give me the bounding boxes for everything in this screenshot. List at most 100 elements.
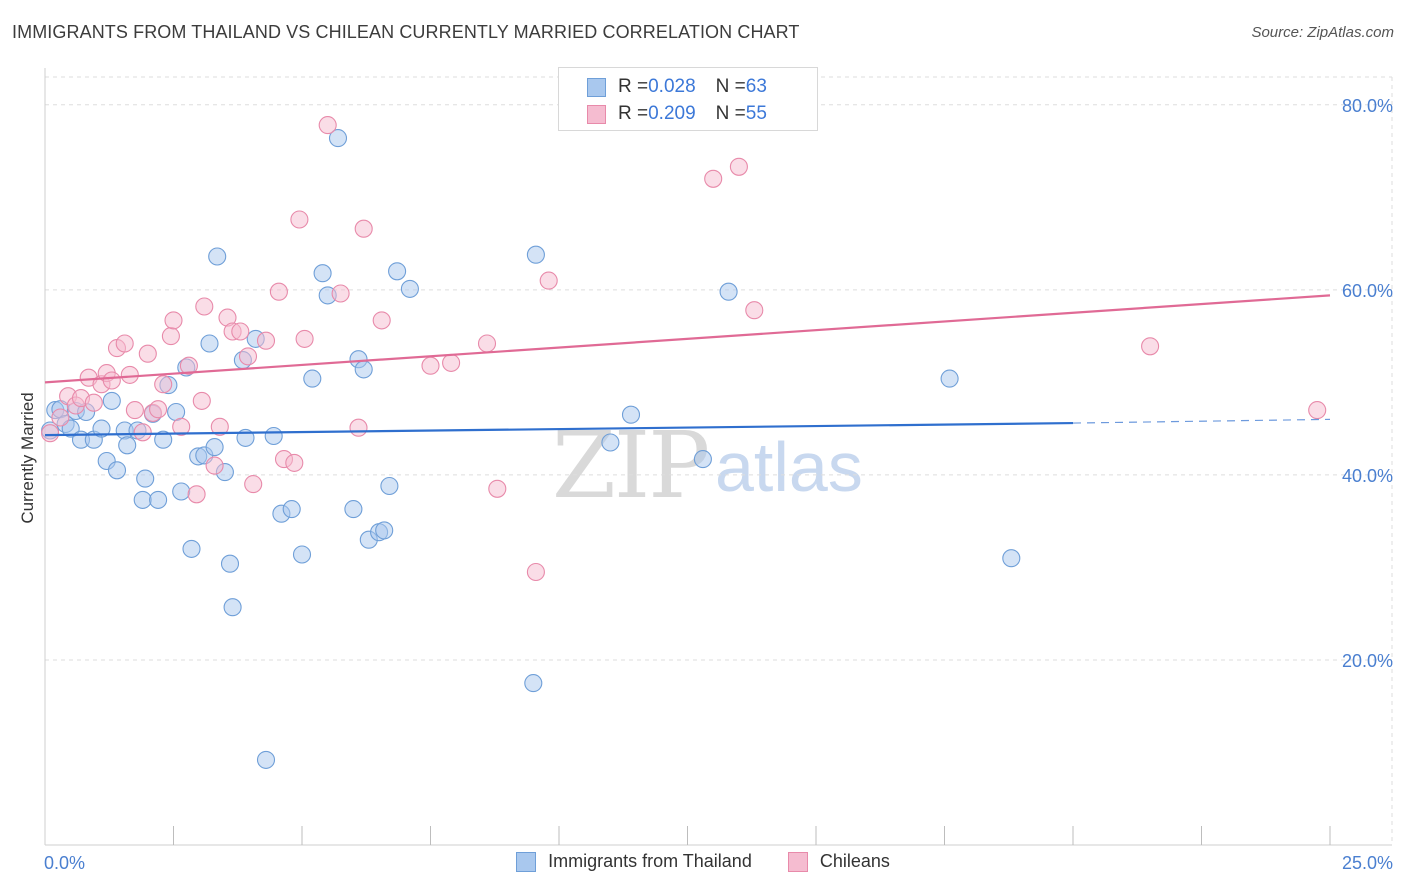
point-chileans	[172, 417, 191, 436]
point-chileans	[354, 219, 373, 238]
point-thailand	[223, 598, 242, 617]
point-chileans	[285, 453, 304, 472]
trend-line-thailand-extrapolated	[1072, 418, 1331, 424]
point-thailand	[220, 554, 240, 573]
point-chileans	[331, 284, 350, 303]
point-chileans	[1141, 337, 1160, 356]
source-credit: Source: ZipAtlas.com	[1251, 24, 1394, 41]
point-thailand	[400, 279, 419, 298]
point-thailand	[256, 750, 276, 769]
point-thailand	[380, 476, 399, 496]
point-thailand	[102, 391, 121, 410]
point-chileans	[1308, 401, 1327, 420]
point-chileans	[526, 562, 545, 582]
legend-row-thailand: R = 0.028 N = 63	[587, 75, 767, 99]
grid-lines	[45, 76, 1393, 845]
point-chileans	[372, 311, 391, 330]
point-thailand	[328, 129, 348, 148]
point-chileans	[133, 423, 152, 442]
point-thailand	[172, 482, 191, 501]
swatch-thailand	[587, 77, 606, 97]
trend-lines	[44, 294, 1331, 437]
point-chileans	[205, 456, 224, 475]
point-thailand	[118, 436, 137, 455]
point-chileans	[704, 169, 723, 188]
tick-labels: 20.0% 40.0% 60.0% 80.0% 0.0% 25.0%	[44, 96, 1393, 873]
point-chileans	[115, 334, 134, 353]
point-chileans	[269, 282, 288, 301]
axes	[44, 68, 1392, 846]
point-chileans	[195, 297, 214, 316]
point-thailand	[208, 247, 227, 266]
y-axis-label: Currently Married	[18, 392, 37, 523]
point-thailand	[154, 430, 173, 449]
n-label: N =	[715, 76, 746, 97]
legend-label-thailand: Immigrants from Thailand	[548, 851, 752, 871]
point-chileans	[120, 365, 139, 384]
point-chileans	[149, 400, 168, 419]
point-chileans	[154, 375, 173, 394]
point-chileans	[421, 356, 440, 375]
legend-item-chileans[interactable]: Chileans	[787, 851, 890, 872]
series-thailand-points	[41, 129, 1021, 769]
point-chileans	[442, 353, 461, 372]
n-value: 63	[745, 76, 767, 97]
point-chileans	[295, 329, 314, 348]
point-thailand	[264, 426, 283, 446]
point-thailand	[354, 360, 373, 379]
point-thailand	[133, 490, 152, 509]
point-thailand	[282, 500, 301, 519]
point-thailand	[940, 369, 959, 388]
point-thailand	[344, 500, 363, 519]
swatch-chileans	[587, 104, 606, 124]
r-label: R =	[618, 76, 649, 97]
series-chileans-points	[41, 116, 1327, 582]
point-thailand	[313, 264, 332, 283]
point-thailand	[303, 369, 322, 388]
legend-row-chileans: R = 0.209 N = 55	[587, 102, 767, 126]
n-value: 55	[745, 103, 767, 124]
point-thailand	[388, 262, 407, 281]
point-thailand	[524, 674, 543, 693]
swatch-chileans	[787, 851, 808, 872]
point-thailand	[1002, 549, 1021, 568]
point-chileans	[138, 344, 157, 363]
point-thailand	[601, 433, 620, 452]
point-chileans	[256, 331, 276, 350]
point-chileans	[41, 424, 60, 443]
point-chileans	[349, 418, 368, 437]
point-chileans	[318, 116, 337, 135]
legend-item-thailand[interactable]: Immigrants from Thailand	[516, 851, 752, 872]
point-chileans	[84, 393, 103, 412]
point-chileans	[187, 485, 206, 504]
chart-title: IMMIGRANTS FROM THAILAND VS CHILEAN CURR…	[12, 22, 800, 42]
point-chileans	[51, 408, 70, 427]
point-chileans	[244, 475, 263, 494]
point-thailand	[292, 545, 312, 564]
point-thailand	[621, 405, 641, 424]
trend-line-chileans	[44, 294, 1331, 384]
point-chileans	[102, 371, 121, 390]
point-chileans	[238, 347, 258, 366]
point-chileans	[161, 327, 180, 346]
point-thailand	[92, 419, 111, 438]
r-value: 0.028	[648, 76, 696, 97]
point-thailand	[107, 461, 127, 480]
y-tick-label: 20.0%	[1342, 651, 1393, 671]
point-thailand	[375, 521, 394, 540]
point-chileans	[539, 271, 558, 290]
point-chileans	[192, 391, 211, 410]
r-value: 0.209	[648, 103, 696, 124]
point-chileans	[125, 401, 144, 420]
point-thailand	[61, 419, 80, 438]
point-chileans	[477, 334, 497, 353]
point-thailand	[136, 469, 155, 488]
point-chileans	[290, 210, 309, 229]
x-tick-label: 0.0%	[44, 853, 85, 873]
point-thailand	[205, 438, 224, 457]
point-thailand	[200, 334, 219, 353]
point-chileans	[729, 157, 748, 176]
point-chileans	[164, 311, 183, 330]
point-chileans	[488, 479, 507, 498]
n-label: N =	[715, 103, 746, 124]
